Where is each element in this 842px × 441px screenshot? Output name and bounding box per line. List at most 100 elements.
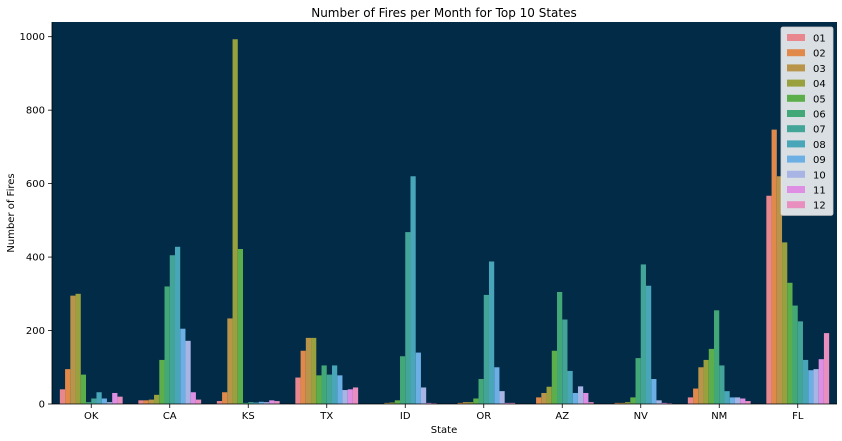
y-tick-label: 0 — [39, 400, 45, 411]
bar-ca-11 — [190, 392, 196, 404]
bar-ok-08 — [96, 392, 102, 404]
legend-label-06: 06 — [813, 110, 826, 121]
bar-ca-09 — [180, 328, 186, 404]
bar-ks-08 — [253, 402, 259, 404]
bar-ok-09 — [101, 398, 107, 404]
x-axis-label: State — [431, 425, 457, 436]
legend-label-09: 09 — [813, 155, 826, 166]
bar-ks-05 — [237, 249, 244, 404]
bar-ks-06 — [243, 402, 249, 404]
legend-label-01: 01 — [813, 34, 826, 45]
bar-fl-09 — [808, 370, 814, 404]
bar-ok-04 — [75, 293, 81, 404]
bar-or-06 — [478, 379, 484, 404]
bar-fl-05 — [787, 282, 793, 404]
bar-ok-06 — [86, 402, 92, 404]
y-axis: 0 200 400 600 800 1000 — [20, 22, 53, 411]
bar-ok-01 — [59, 389, 66, 404]
bar-or-04 — [468, 402, 474, 404]
bar-az-03 — [541, 392, 547, 404]
bar-fl-07 — [797, 321, 803, 404]
bar-ca-08 — [174, 246, 181, 404]
legend-swatch-02 — [787, 49, 805, 57]
y-axis-label: Number of Fires — [6, 173, 17, 252]
legend-swatch-07 — [787, 125, 805, 133]
bar-ks-07 — [248, 402, 254, 404]
bar-tx-03 — [305, 337, 312, 404]
bar-or-11 — [504, 402, 510, 404]
bar-nm-04 — [703, 359, 709, 404]
bar-nm-08 — [724, 391, 730, 404]
y-tick-label: 400 — [26, 253, 45, 264]
legend: 01 02 03 04 05 06 07 08 09 10 11 12 — [780, 26, 834, 216]
bar-fl-03 — [776, 176, 783, 404]
bar-az-04 — [546, 386, 552, 404]
bar-az-11 — [583, 392, 589, 404]
bar-ca-06 — [164, 286, 170, 404]
bar-ca-05 — [159, 359, 165, 404]
bar-fl-12 — [823, 333, 830, 404]
legend-label-07: 07 — [813, 125, 826, 136]
bar-id-03 — [384, 402, 390, 404]
legend-swatch-09 — [787, 155, 805, 163]
x-tick-label-id: ID — [400, 411, 411, 422]
bar-ks-02 — [222, 392, 228, 404]
bar-tx-12 — [352, 387, 359, 404]
bar-or-07 — [483, 294, 489, 404]
legend-label-10: 10 — [813, 170, 826, 181]
bar-or-09 — [494, 367, 500, 404]
legend-label-11: 11 — [813, 186, 826, 197]
x-tick-label-fl: FL — [792, 411, 804, 422]
bar-nv-02 — [614, 402, 620, 404]
legend-label-04: 04 — [813, 79, 826, 90]
bar-nv-03 — [619, 402, 626, 404]
y-tick-label: 200 — [26, 326, 45, 337]
legend-swatch-03 — [787, 64, 805, 72]
bar-ok-03 — [70, 295, 76, 404]
bar-or-10 — [499, 391, 505, 404]
bar-ks-03 — [227, 318, 233, 404]
chart-title: Number of Fires per Month for Top 10 Sta… — [311, 6, 577, 20]
x-tick-label-ca: CA — [163, 411, 177, 422]
bar-fl-04 — [782, 242, 788, 404]
bar-ca-01 — [138, 400, 144, 404]
legend-swatch-06 — [787, 110, 805, 117]
x-tick-label-az: AZ — [555, 411, 569, 422]
x-tick-label-nm: NM — [711, 411, 727, 422]
bar-fl-11 — [818, 359, 824, 404]
bar-az-05 — [551, 350, 558, 404]
bar-nm-12 — [745, 401, 751, 404]
bar-or-08 — [488, 261, 495, 404]
legend-swatch-10 — [787, 170, 805, 178]
bar-az-06 — [557, 291, 563, 404]
legend-label-12: 12 — [813, 201, 826, 212]
bar-id-10 — [420, 387, 427, 404]
legend-label-08: 08 — [813, 140, 826, 151]
bar-ca-02 — [143, 400, 149, 404]
x-axis: OK CA KS TX ID OR AZ NV NM FL — [52, 403, 837, 422]
bar-tx-10 — [342, 390, 348, 404]
bar-ok-02 — [65, 369, 71, 404]
x-tick-label-tx: TX — [319, 411, 333, 422]
legend-swatch-05 — [787, 94, 805, 102]
y-tick-label: 1000 — [20, 32, 45, 43]
bar-tx-06 — [321, 365, 327, 404]
bar-nm-09 — [729, 397, 735, 404]
bar-or-02 — [457, 402, 463, 404]
bar-id-09 — [415, 352, 421, 404]
bar-tx-02 — [300, 350, 306, 404]
bar-fl-06 — [792, 305, 798, 404]
bar-tx-09 — [337, 375, 343, 404]
bar-nm-01 — [687, 397, 694, 404]
bar-ks-11 — [269, 400, 275, 404]
bar-az-07 — [562, 319, 568, 404]
bar-az-09 — [572, 392, 578, 404]
legend-swatch-08 — [787, 140, 805, 148]
bar-id-05 — [394, 400, 401, 404]
bar-nm-11 — [740, 398, 746, 404]
bar-ks-01 — [216, 401, 223, 404]
bar-ok-05 — [80, 374, 87, 404]
bar-nm-02 — [693, 388, 699, 404]
legend-swatch-11 — [787, 186, 805, 193]
